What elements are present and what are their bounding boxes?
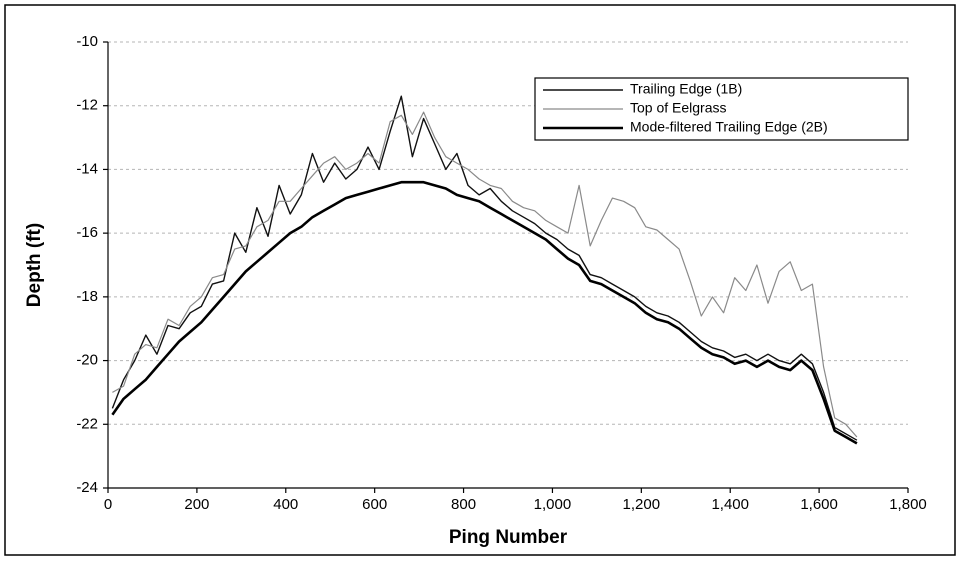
y-tick-label: -16 [76,224,98,241]
series-line [112,111,858,438]
y-tick-label: -22 [76,415,98,432]
x-tick-label: 200 [184,496,209,513]
y-tick-label: -20 [76,352,98,369]
x-tick-label: 400 [273,496,298,513]
legend-label: Top of Eelgrass [630,100,727,116]
x-tick-label: 1,000 [534,496,572,513]
x-tick-label: 1,400 [711,496,749,513]
x-tick-label: 0 [104,496,112,513]
y-tick-label: -14 [76,160,98,177]
y-tick-label: -10 [76,33,98,50]
x-tick-label: 1,200 [623,496,661,513]
y-tick-label: -24 [76,479,98,496]
series-line [111,180,858,445]
x-axis-label: Ping Number [449,527,568,548]
legend-label: Trailing Edge (1B) [630,81,742,97]
y-axis-label: Depth (ft) [24,223,45,307]
series-line [111,95,858,441]
y-tick-label: -18 [76,288,98,305]
legend-label: Mode-filtered Trailing Edge (2B) [630,119,828,135]
x-tick-label: 600 [362,496,387,513]
x-tick-label: 800 [451,496,476,513]
x-tick-label: 1,800 [889,496,927,513]
y-tick-label: -12 [76,97,98,114]
x-tick-label: 1,600 [800,496,838,513]
